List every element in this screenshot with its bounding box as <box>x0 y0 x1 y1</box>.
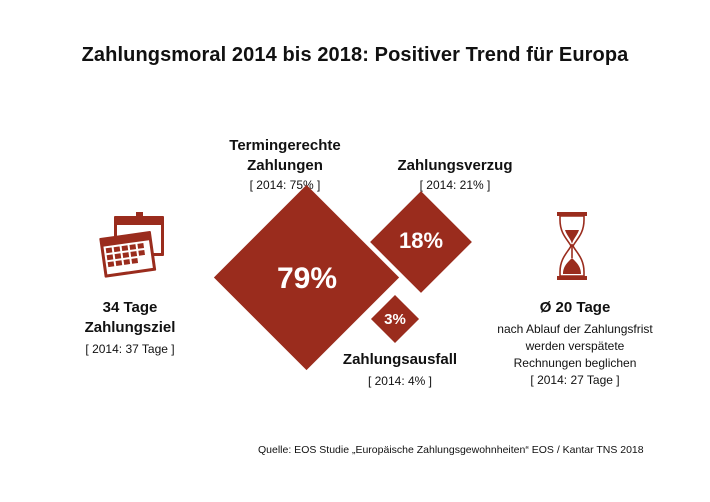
page-title: Zahlungsmoral 2014 bis 2018: Positiver T… <box>81 44 629 66</box>
default-value: 3% <box>384 311 406 328</box>
default-2014: [ 2014: 4% ] <box>367 374 433 388</box>
delay-2014: [ 2014: 21% ] <box>419 178 491 192</box>
default-label: Zahlungsausfall <box>342 351 458 368</box>
payment-term-value: 34 Tage <box>102 299 158 316</box>
hourglass-icon <box>557 212 587 280</box>
payment-term-label: Zahlungsziel <box>84 319 176 336</box>
avg-days-desc-1: nach Ablauf der Zahlungsfrist <box>497 322 653 336</box>
source-note: Quelle: EOS Studie „Europäische Zahlungs… <box>258 444 644 456</box>
calendar-icon <box>99 212 164 278</box>
timely-value: 79% <box>276 262 338 295</box>
delay-label: Zahlungsverzug <box>397 157 513 174</box>
timely-label-1: Termingerechte <box>229 137 341 154</box>
avg-days-value: Ø 20 Tage <box>539 299 611 316</box>
delay-value: 18% <box>398 228 444 253</box>
avg-days-2014: [ 2014: 27 Tage ] <box>530 373 620 387</box>
payment-term-2014: [ 2014: 37 Tage ] <box>85 342 175 356</box>
timely-label-2: Zahlungen <box>247 157 323 174</box>
timely-2014: [ 2014: 75% ] <box>249 178 321 192</box>
avg-days-desc-3: Rechnungen beglichen <box>513 356 637 370</box>
avg-days-desc-2: werden verspätete <box>525 339 625 353</box>
